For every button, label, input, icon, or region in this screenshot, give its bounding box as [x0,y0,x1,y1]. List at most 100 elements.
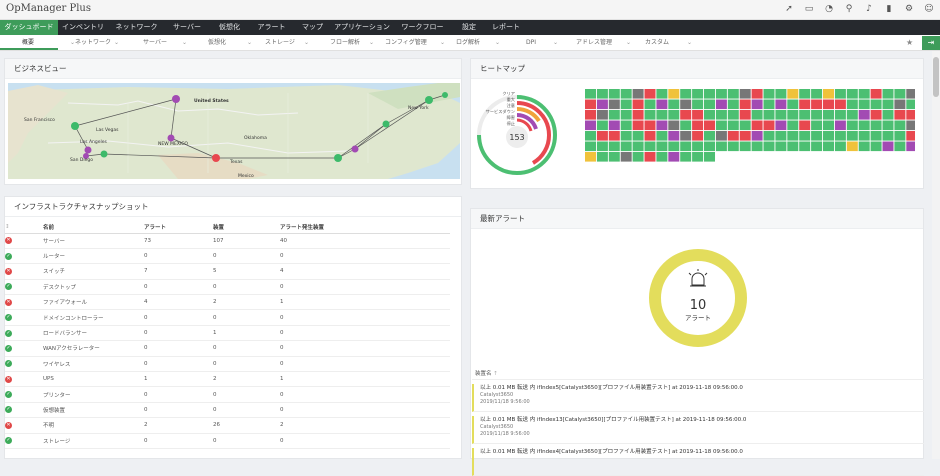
cell-alerts[interactable]: 0 [144,325,213,342]
heatmap-cell[interactable] [632,99,644,110]
heatmap-cell[interactable] [644,110,656,120]
heatmap-cell[interactable] [644,141,656,152]
heatmap-cell[interactable] [870,131,882,141]
subnav-item-2[interactable]: サーバー [143,39,167,46]
heatmap-cell[interactable] [727,120,739,131]
cell-alerts[interactable]: 2 [144,417,213,434]
heatmap-cell[interactable] [656,89,668,99]
heatmap-cell[interactable] [668,89,680,99]
cell-name[interactable]: デスクトップ [43,279,144,296]
table-row[interactable]: ✓ ワイヤレス 0 0 0 [5,356,450,373]
monitor-icon[interactable]: ▭ [804,4,814,14]
heatmap-cell[interactable] [727,89,739,99]
subnav-item-8[interactable]: DPI [526,39,537,46]
subnav-item-6[interactable]: コンフィグ管理 [385,39,427,46]
chevron-down-icon[interactable]: ⌄ [687,39,693,46]
heatmap-cell[interactable] [739,141,751,152]
cell-devices[interactable]: 26 [213,417,280,434]
heatmap-cell[interactable] [894,99,906,110]
heatmap-cell[interactable] [608,110,620,120]
cell-alerts[interactable]: 0 [144,248,213,265]
heatmap-grid[interactable] [585,89,915,163]
heatmap-cell[interactable] [596,89,608,99]
heatmap-cell[interactable] [668,110,680,120]
heatmap-cell[interactable] [882,89,894,99]
heatmap-cell[interactable] [680,89,692,99]
heatmap-cell[interactable] [585,110,596,120]
heatmap-cell[interactable] [656,99,668,110]
heatmap-cell[interactable] [787,99,799,110]
heatmap-cell[interactable] [727,110,739,120]
cell-alerting-devices[interactable]: 0 [280,279,450,296]
table-row[interactable]: ✓ 仮想装置 0 0 0 [5,402,450,419]
heatmap-cell[interactable] [763,89,775,99]
cell-alerting-devices[interactable]: 0 [280,356,450,373]
heatmap-cell[interactable] [799,120,811,131]
heatmap-cell[interactable] [715,99,727,110]
chevron-down-icon[interactable]: ⌄ [182,39,188,46]
heatmap-cell[interactable] [834,110,846,120]
cell-devices[interactable]: 0 [213,386,280,403]
heatmap-cell[interactable] [644,131,656,141]
cell-name[interactable]: UPS [43,371,144,388]
heatmap-cell[interactable] [727,131,739,141]
heatmap-cell[interactable] [775,141,787,152]
heatmap-cell[interactable] [858,110,870,120]
sort-icon[interactable]: ↕ [5,222,43,234]
heatmap-cell[interactable] [846,141,858,152]
alert-title[interactable]: 以上 0.01 MB 転送 内 ifIndex13[Catalyst3650][… [480,417,747,423]
heatmap-cell[interactable] [632,152,644,162]
cell-alerts[interactable]: 0 [144,340,213,357]
alert-item[interactable]: 以上 0.01 MB 転送 内 ifIndex13[Catalyst3650][… [472,416,924,444]
cell-devices[interactable]: 1 [213,325,280,342]
alert-title[interactable]: 以上 0.01 MB 転送 内 ifIndex5[Catalyst3650][プ… [480,385,743,391]
heatmap-cell[interactable] [882,141,894,152]
gear-icon[interactable]: ⚙ [904,4,914,14]
table-row[interactable]: ✕ サーバー 73 107 40 [5,233,450,249]
subnav-item-3[interactable]: 仮想化 [208,39,227,46]
heatmap-cell[interactable] [668,120,680,131]
heatmap-cell[interactable] [823,89,834,99]
alert-title[interactable]: 以上 0.01 MB 転送 内 ifIndex4[Catalyst3650][プ… [480,449,743,455]
table-row[interactable]: ✓ プリンター 0 0 0 [5,386,450,403]
cell-name[interactable]: プリンター [43,386,144,403]
headset-icon[interactable]: ◔ [825,4,833,14]
cell-alerting-devices[interactable]: 40 [280,233,450,249]
heatmap-cell[interactable] [894,110,906,120]
mainnav-item-0[interactable]: ダッシュボード [0,20,58,35]
heatmap-cell[interactable] [775,120,787,131]
heatmap-cell[interactable] [596,120,608,131]
heatmap-donut[interactable]: 153 クリア 重大 注意 サービスダウン 障害 停止 [475,81,575,185]
heatmap-cell[interactable] [704,141,715,152]
heatmap-cell[interactable] [620,120,632,131]
heatmap-cell[interactable] [763,141,775,152]
heatmap-cell[interactable] [739,89,751,99]
heatmap-cell[interactable] [763,110,775,120]
cell-alerts[interactable]: 0 [144,309,213,326]
heatmap-cell[interactable] [811,99,823,110]
heatmap-cell[interactable] [811,141,823,152]
cell-devices[interactable]: 2 [213,294,280,311]
heatmap-cell[interactable] [608,120,620,131]
cell-alerts[interactable]: 0 [144,386,213,403]
heatmap-cell[interactable] [846,131,858,141]
chevron-down-icon[interactable]: ⌄ [70,39,76,46]
cell-devices[interactable]: 5 [213,263,280,280]
subnav-item-1[interactable]: ネットワーク [75,39,112,46]
heatmap-cell[interactable] [668,131,680,141]
heatmap-cell[interactable] [704,99,715,110]
heatmap-cell[interactable] [858,131,870,141]
heatmap-cell[interactable] [668,141,680,152]
heatmap-cell[interactable] [585,89,596,99]
cell-devices[interactable]: 0 [213,356,280,373]
subnav-item-0[interactable]: 概要 [22,39,35,46]
heatmap-cell[interactable] [870,99,882,110]
heatmap-cell[interactable] [585,120,596,131]
heatmap-cell[interactable] [608,152,620,162]
heatmap-cell[interactable] [620,99,632,110]
cell-alerting-devices[interactable]: 0 [280,402,450,419]
alert-item[interactable]: 以上 0.01 MB 転送 内 ifIndex5[Catalyst3650][プ… [472,384,924,412]
heatmap-cell[interactable] [680,152,692,162]
heatmap-cell[interactable] [894,89,906,99]
heatmap-cell[interactable] [596,152,608,162]
